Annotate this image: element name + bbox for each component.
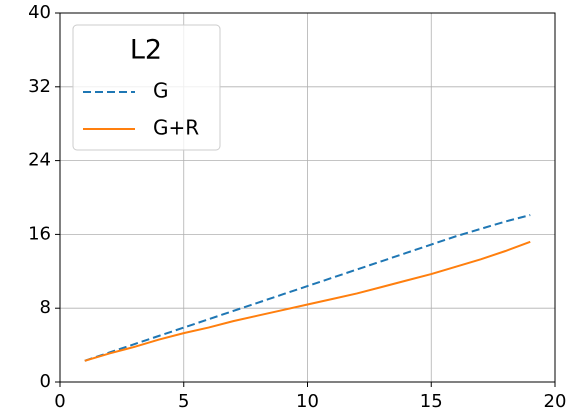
legend-label: G+R	[153, 116, 199, 140]
y-tick-label: 40	[28, 2, 51, 23]
x-tick-label: 20	[544, 391, 567, 412]
legend-title: L2	[130, 35, 162, 66]
x-tick-label: 15	[420, 391, 443, 412]
legend-box	[72, 24, 221, 151]
x-tick-label: 0	[54, 391, 65, 412]
series-line	[84, 240, 531, 362]
plot-frame	[59, 12, 556, 383]
y-tick-label: 8	[40, 297, 51, 318]
legend: L2 G G+R	[72, 24, 221, 151]
x-tick-label: 10	[296, 391, 319, 412]
x-tick-label: 5	[178, 391, 189, 412]
y-tick-label: 32	[28, 76, 51, 97]
series-line	[84, 214, 531, 362]
y-tick-label: 24	[28, 150, 51, 171]
y-tick-label: 0	[40, 371, 51, 392]
legend-label: G	[153, 79, 169, 103]
y-tick-label: 16	[28, 223, 51, 244]
